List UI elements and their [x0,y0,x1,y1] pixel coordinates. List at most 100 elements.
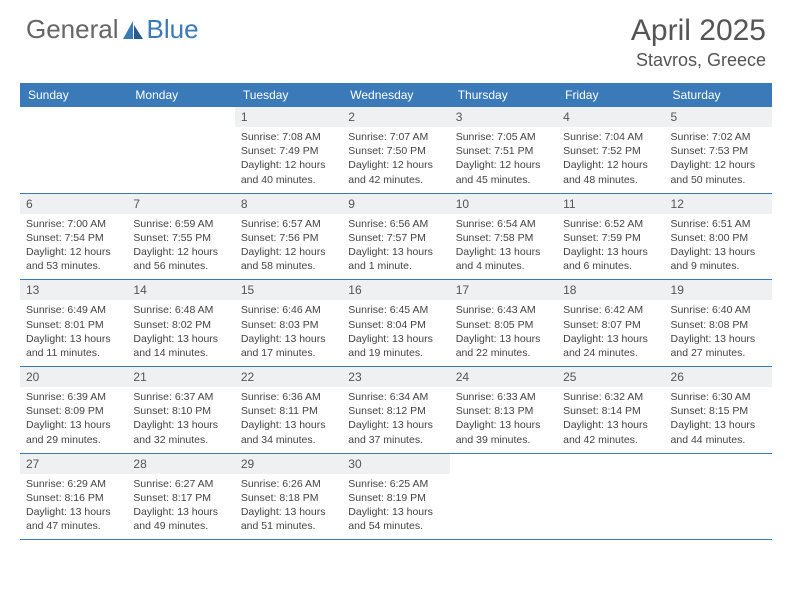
day-line: and 44 minutes. [671,433,766,447]
day-line: Daylight: 12 hours [456,158,551,172]
day-cell [450,454,557,540]
day-line: Sunset: 8:00 PM [671,231,766,245]
day-text: Sunrise: 7:00 AMSunset: 7:54 PMDaylight:… [20,214,127,280]
day-header: Monday [127,83,234,107]
day-cell: 23Sunrise: 6:34 AMSunset: 8:12 PMDayligh… [342,367,449,453]
day-text: Sunrise: 7:04 AMSunset: 7:52 PMDaylight:… [557,127,664,193]
page-title: April 2025 [631,14,766,48]
day-text: Sunrise: 6:52 AMSunset: 7:59 PMDaylight:… [557,214,664,280]
day-line: Sunset: 8:19 PM [348,491,443,505]
day-text: Sunrise: 6:59 AMSunset: 7:55 PMDaylight:… [127,214,234,280]
day-line: Sunset: 8:05 PM [456,318,551,332]
day-line: Sunrise: 6:25 AM [348,477,443,491]
day-line: Daylight: 13 hours [671,332,766,346]
day-text [665,474,772,483]
day-number: 10 [450,194,557,214]
day-line: Sunrise: 6:30 AM [671,390,766,404]
day-line: Sunset: 7:56 PM [241,231,336,245]
day-cell: 20Sunrise: 6:39 AMSunset: 8:09 PMDayligh… [20,367,127,453]
day-line: and 34 minutes. [241,433,336,447]
day-cell: 15Sunrise: 6:46 AMSunset: 8:03 PMDayligh… [235,280,342,366]
day-line: Sunset: 8:12 PM [348,404,443,418]
day-header: Tuesday [235,83,342,107]
day-line: and 45 minutes. [456,173,551,187]
day-line: and 37 minutes. [348,433,443,447]
day-text: Sunrise: 6:43 AMSunset: 8:05 PMDaylight:… [450,300,557,366]
day-line: and 29 minutes. [26,433,121,447]
day-text: Sunrise: 6:27 AMSunset: 8:17 PMDaylight:… [127,474,234,540]
day-line: Daylight: 13 hours [563,245,658,259]
day-line: Sunrise: 6:54 AM [456,217,551,231]
day-line: Sunset: 7:59 PM [563,231,658,245]
day-line: and 47 minutes. [26,519,121,533]
week-row: 6Sunrise: 7:00 AMSunset: 7:54 PMDaylight… [20,194,772,281]
day-line: Sunrise: 6:59 AM [133,217,228,231]
day-text [557,474,664,483]
day-text: Sunrise: 6:45 AMSunset: 8:04 PMDaylight:… [342,300,449,366]
day-cell: 4Sunrise: 7:04 AMSunset: 7:52 PMDaylight… [557,107,664,193]
day-line: Sunset: 8:10 PM [133,404,228,418]
day-line: and 32 minutes. [133,433,228,447]
day-cell: 19Sunrise: 6:40 AMSunset: 8:08 PMDayligh… [665,280,772,366]
day-number: 2 [342,107,449,127]
day-line: Sunrise: 6:27 AM [133,477,228,491]
day-number: 26 [665,367,772,387]
day-number: 12 [665,194,772,214]
day-text: Sunrise: 6:26 AMSunset: 8:18 PMDaylight:… [235,474,342,540]
logo-text-blue: Blue [147,14,199,45]
day-line: Sunset: 7:55 PM [133,231,228,245]
day-line: Sunrise: 6:36 AM [241,390,336,404]
day-line: Sunset: 7:58 PM [456,231,551,245]
day-header: Wednesday [342,83,449,107]
day-line: Daylight: 13 hours [671,418,766,432]
day-line: Daylight: 13 hours [26,332,121,346]
day-line: Daylight: 13 hours [348,332,443,346]
day-line: Daylight: 12 hours [241,158,336,172]
day-line: Sunset: 8:16 PM [26,491,121,505]
day-text: Sunrise: 6:32 AMSunset: 8:14 PMDaylight:… [557,387,664,453]
day-number: 25 [557,367,664,387]
day-line: Sunrise: 6:45 AM [348,303,443,317]
day-number: 15 [235,280,342,300]
day-line: Daylight: 13 hours [348,505,443,519]
day-number: 23 [342,367,449,387]
day-cell: 9Sunrise: 6:56 AMSunset: 7:57 PMDaylight… [342,194,449,280]
day-number: 3 [450,107,557,127]
day-cell [665,454,772,540]
day-text: Sunrise: 6:49 AMSunset: 8:01 PMDaylight:… [20,300,127,366]
day-line: Daylight: 13 hours [456,245,551,259]
day-number: 6 [20,194,127,214]
day-line: Daylight: 12 hours [241,245,336,259]
day-cell: 18Sunrise: 6:42 AMSunset: 8:07 PMDayligh… [557,280,664,366]
day-number: 11 [557,194,664,214]
day-header: Saturday [665,83,772,107]
day-text: Sunrise: 6:40 AMSunset: 8:08 PMDaylight:… [665,300,772,366]
header: General Blue April 2025 Stavros, Greece [0,0,792,77]
day-number: 5 [665,107,772,127]
day-cell: 21Sunrise: 6:37 AMSunset: 8:10 PMDayligh… [127,367,234,453]
day-line: and 49 minutes. [133,519,228,533]
day-line: Sunrise: 7:00 AM [26,217,121,231]
day-number: 7 [127,194,234,214]
day-cell [127,107,234,193]
day-line: Sunset: 7:54 PM [26,231,121,245]
day-number: 29 [235,454,342,474]
day-line: Sunrise: 7:04 AM [563,130,658,144]
day-number: 27 [20,454,127,474]
day-line: Daylight: 13 hours [348,418,443,432]
day-line: and 53 minutes. [26,259,121,273]
day-number: 1 [235,107,342,127]
day-text: Sunrise: 6:34 AMSunset: 8:12 PMDaylight:… [342,387,449,453]
day-line: and 4 minutes. [456,259,551,273]
logo: General Blue [26,14,199,45]
logo-text-general: General [26,14,119,45]
day-line: Sunrise: 6:33 AM [456,390,551,404]
day-line: Sunset: 8:08 PM [671,318,766,332]
day-text: Sunrise: 6:36 AMSunset: 8:11 PMDaylight:… [235,387,342,453]
day-line: Daylight: 13 hours [241,418,336,432]
day-text: Sunrise: 6:46 AMSunset: 8:03 PMDaylight:… [235,300,342,366]
day-line: and 1 minute. [348,259,443,273]
day-cell: 3Sunrise: 7:05 AMSunset: 7:51 PMDaylight… [450,107,557,193]
day-cell: 26Sunrise: 6:30 AMSunset: 8:15 PMDayligh… [665,367,772,453]
day-text: Sunrise: 7:05 AMSunset: 7:51 PMDaylight:… [450,127,557,193]
